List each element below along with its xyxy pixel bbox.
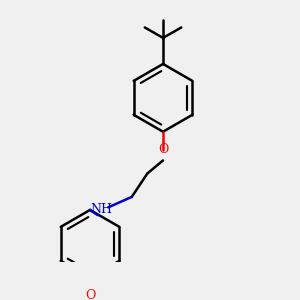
Text: NH: NH bbox=[91, 203, 113, 216]
Text: O: O bbox=[158, 143, 168, 157]
Text: O: O bbox=[85, 290, 95, 300]
